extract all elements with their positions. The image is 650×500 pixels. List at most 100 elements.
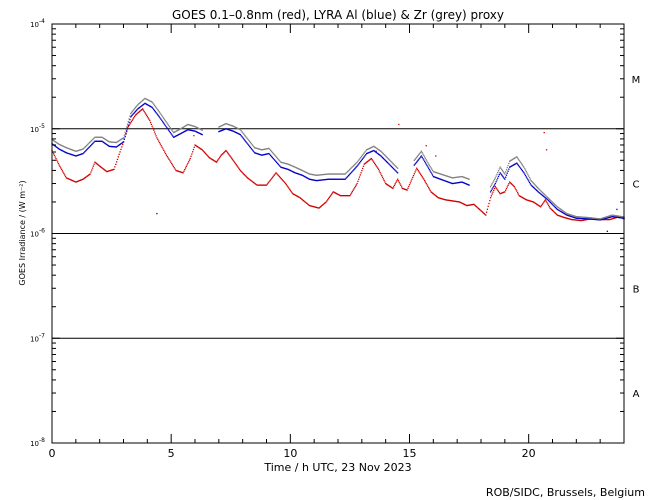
data-point	[524, 198, 526, 200]
data-point	[377, 167, 379, 169]
data-point	[290, 164, 292, 167]
data-point	[490, 184, 493, 186]
data-point	[130, 116, 132, 118]
data-point	[400, 186, 403, 188]
data-point	[591, 217, 593, 219]
data-point	[304, 201, 306, 203]
data-point	[85, 145, 88, 147]
data-point	[193, 130, 195, 132]
data-point	[280, 166, 283, 169]
data-point	[166, 122, 168, 124]
data-point	[122, 137, 124, 139]
data-point	[456, 200, 458, 203]
data-point	[261, 184, 263, 186]
data-point	[64, 174, 66, 176]
data-point	[240, 135, 242, 137]
data-point	[140, 109, 142, 111]
data-point	[316, 174, 319, 176]
data-point	[60, 144, 63, 147]
data-point	[496, 173, 498, 175]
data-point	[52, 139, 55, 142]
data-point	[586, 218, 589, 220]
data-point	[559, 215, 561, 217]
data-point	[523, 172, 525, 174]
data-point	[195, 144, 197, 147]
data-point	[392, 167, 394, 170]
data-point	[197, 146, 199, 148]
data-point	[123, 138, 125, 140]
data-point	[589, 218, 591, 220]
data-point	[192, 130, 194, 132]
data-point	[599, 218, 601, 220]
data-point	[524, 173, 526, 175]
data-point	[595, 218, 597, 221]
data-point	[540, 193, 542, 195]
data-point	[437, 172, 439, 174]
data-point	[75, 181, 77, 183]
data-point	[383, 158, 385, 160]
data-point	[567, 213, 570, 215]
data-point	[244, 135, 247, 137]
data-point	[67, 147, 69, 150]
data-point	[182, 131, 184, 133]
data-point	[594, 217, 596, 219]
data-point	[564, 211, 566, 214]
data-point	[603, 218, 606, 221]
data-point	[190, 155, 192, 157]
data-point	[194, 130, 196, 132]
data-point	[141, 104, 144, 106]
data-point	[451, 182, 454, 185]
data-point	[383, 179, 385, 182]
data-point	[553, 211, 555, 213]
data-point	[275, 156, 278, 158]
data-point	[183, 170, 185, 172]
data-point	[342, 178, 345, 180]
data-point	[61, 170, 64, 172]
data-point	[281, 161, 284, 164]
data-point	[492, 187, 494, 189]
data-point	[524, 198, 527, 200]
data-point	[532, 182, 535, 184]
data-point	[359, 157, 362, 159]
data-point	[61, 150, 64, 152]
data-point	[146, 104, 149, 106]
data-point	[156, 107, 158, 110]
data-point	[255, 183, 257, 186]
data-point	[521, 170, 524, 172]
data-point	[614, 216, 617, 218]
data-point	[185, 124, 187, 127]
data-point	[153, 131, 156, 133]
data-point	[366, 160, 369, 163]
data-point	[284, 167, 286, 170]
data-point	[184, 167, 187, 169]
data-point	[362, 167, 364, 170]
data-point	[381, 152, 384, 154]
data-point	[250, 142, 252, 145]
data-point	[518, 195, 520, 197]
data-point	[451, 200, 454, 202]
data-point	[353, 188, 355, 190]
data-point	[169, 131, 171, 134]
data-point	[533, 201, 535, 204]
data-point	[218, 130, 220, 133]
data-point	[52, 143, 54, 145]
data-point	[126, 127, 129, 129]
data-point	[363, 152, 365, 154]
data-point	[417, 170, 419, 172]
data-point	[198, 147, 200, 149]
data-point	[502, 171, 504, 173]
data-point	[280, 178, 282, 180]
data-point	[247, 138, 249, 140]
data-point	[76, 181, 78, 183]
data-point	[155, 112, 157, 114]
data-point	[456, 182, 458, 184]
data-point	[443, 198, 445, 200]
data-point	[243, 134, 246, 136]
data-point	[399, 183, 401, 185]
data-point	[568, 213, 571, 216]
data-point	[377, 153, 380, 155]
data-point	[222, 152, 224, 155]
data-point	[180, 171, 182, 173]
data-point	[454, 176, 456, 179]
data-point	[609, 214, 612, 217]
